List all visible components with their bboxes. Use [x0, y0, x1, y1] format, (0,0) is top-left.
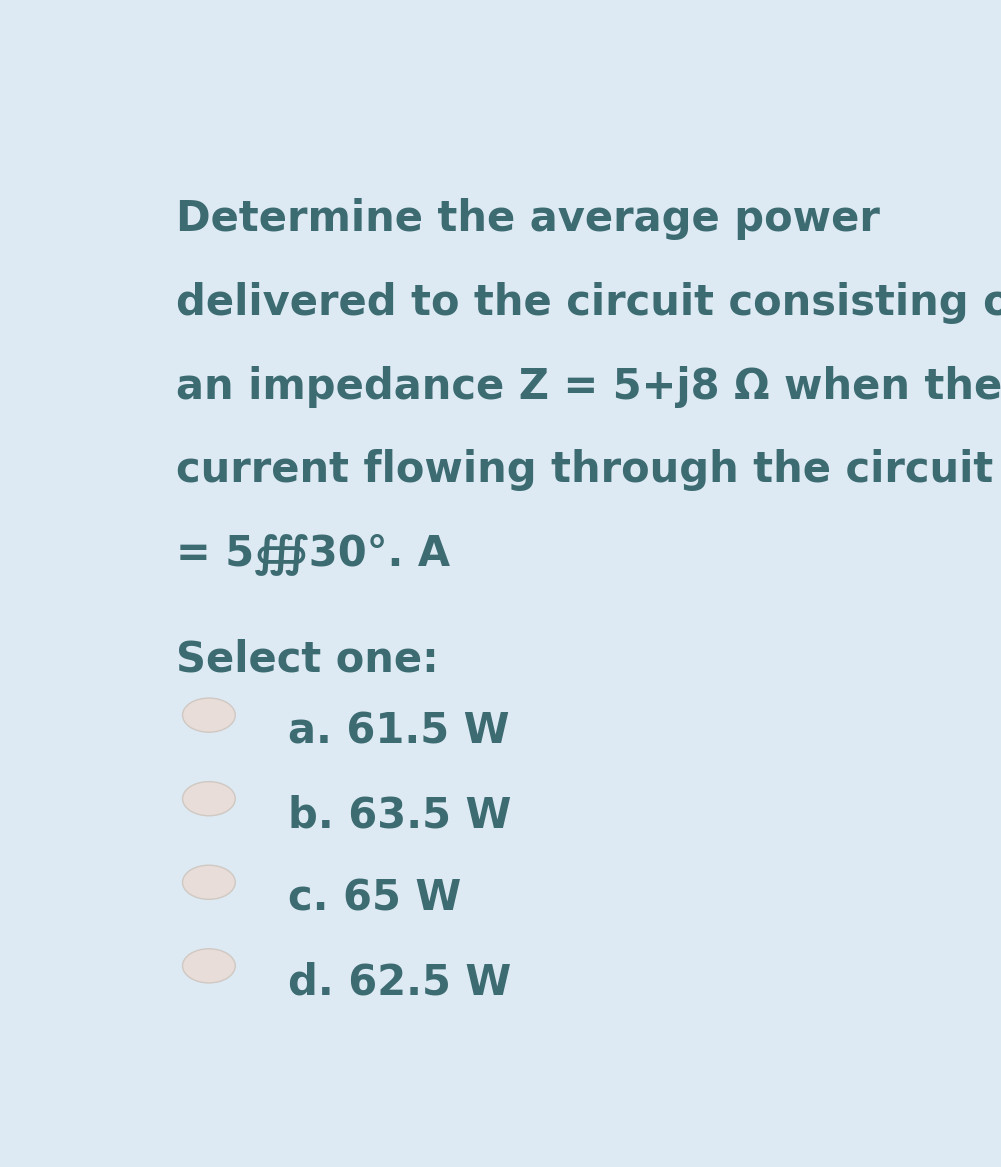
Text: current flowing through the circuit is I: current flowing through the circuit is I	[175, 449, 1001, 491]
Text: a. 61.5 W: a. 61.5 W	[288, 711, 510, 753]
Text: delivered to the circuit consisting of: delivered to the circuit consisting of	[175, 282, 1001, 324]
Text: c. 65 W: c. 65 W	[288, 878, 461, 920]
Ellipse shape	[182, 949, 235, 983]
Text: = 5∰30°. A: = 5∰30°. A	[175, 532, 449, 574]
Text: d. 62.5 W: d. 62.5 W	[288, 962, 512, 1004]
Text: Determine the average power: Determine the average power	[175, 198, 880, 240]
Text: b. 63.5 W: b. 63.5 W	[288, 795, 512, 837]
Text: an impedance Z = 5+j8 Ω when the: an impedance Z = 5+j8 Ω when the	[175, 365, 1001, 407]
Text: Select one:: Select one:	[175, 638, 438, 680]
Ellipse shape	[182, 782, 235, 816]
Ellipse shape	[182, 698, 235, 732]
Ellipse shape	[182, 865, 235, 900]
